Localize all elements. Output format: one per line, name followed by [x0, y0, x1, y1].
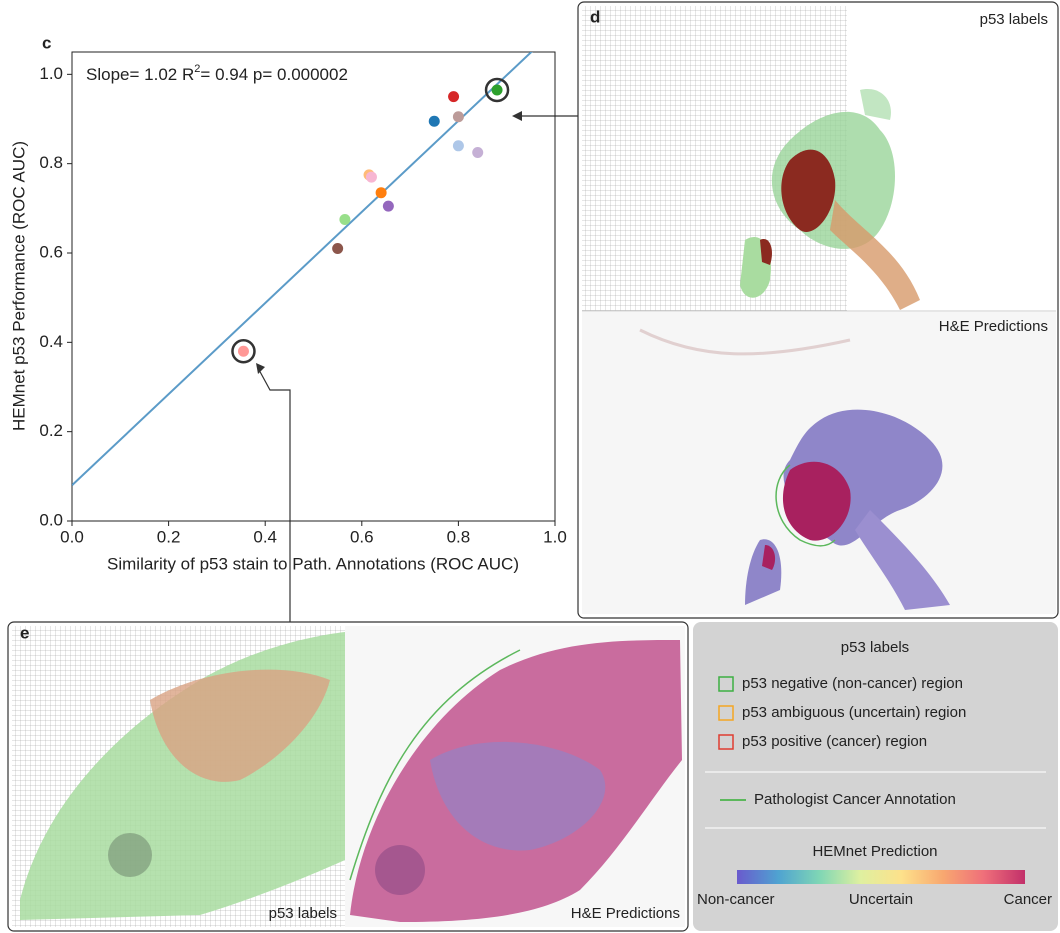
- x-tick-label: 0.0: [60, 527, 84, 546]
- data-point: [382, 200, 394, 212]
- panel-letter: d: [590, 7, 600, 26]
- legend-swatch: [718, 705, 734, 721]
- highlight-ring: [231, 339, 256, 364]
- legend-swatch: [718, 734, 734, 750]
- y-tick-label: 1.0: [39, 64, 63, 83]
- panel-caption: H&E Predictions: [571, 905, 680, 922]
- legend-swatch: [718, 676, 734, 692]
- y-tick-label: 0.4: [39, 332, 63, 351]
- colorbar-label: Cancer: [1004, 891, 1052, 908]
- x-tick-label: 0.8: [447, 527, 471, 546]
- arrow-head: [512, 111, 522, 121]
- y-tick-label: 0.0: [39, 510, 63, 529]
- data-point: [491, 84, 503, 96]
- legend-label: p53 ambiguous (uncertain) region: [742, 704, 966, 721]
- panel-letter: e: [20, 623, 29, 642]
- legend-label: p53 positive (cancer) region: [742, 733, 927, 750]
- colorbar-label: Uncertain: [849, 891, 913, 908]
- x-tick-label: 0.4: [253, 527, 277, 546]
- y-tick-label: 0.6: [39, 242, 63, 261]
- data-point: [428, 115, 440, 127]
- legend-title: p53 labels: [841, 639, 909, 656]
- y-tick-label: 0.8: [39, 153, 63, 172]
- data-point: [452, 111, 464, 123]
- data-point: [332, 243, 344, 255]
- data-point: [472, 147, 484, 158]
- legend-label: Pathologist Cancer Annotation: [754, 791, 956, 808]
- tissue-p53: [20, 632, 345, 920]
- data-point: [237, 345, 249, 357]
- colorbar: [737, 870, 1025, 884]
- arrow-head: [256, 363, 265, 374]
- plot-frame: [71, 51, 556, 522]
- legend-box: [693, 622, 1058, 931]
- highlight-ring: [484, 77, 510, 103]
- x-tick-label: 0.2: [157, 527, 181, 546]
- data-point: [448, 91, 460, 103]
- fit-line: [72, 52, 533, 486]
- panel-caption: p53 labels: [269, 905, 337, 922]
- colorbar-title: HEMnet Prediction: [812, 843, 937, 860]
- fit-annotation: Slope= 1.02 R2= 0.94 p= 0.000002: [86, 63, 348, 85]
- colorbar-label: Non-cancer: [697, 891, 775, 908]
- panel-caption: H&E Predictions: [939, 318, 1048, 335]
- connector: [257, 115, 578, 622]
- data-point: [339, 214, 351, 225]
- legend-label: p53 negative (non-cancer) region: [742, 675, 963, 692]
- tissue-he: [349, 640, 682, 922]
- tissue-he: [639, 328, 950, 610]
- data-point: [452, 140, 464, 152]
- x-tick-label: 0.6: [350, 527, 374, 546]
- panel-letter: c: [42, 33, 51, 52]
- x-axis-label: Similarity of p53 stain to Path. Annotat…: [107, 554, 519, 573]
- data-point: [365, 171, 377, 183]
- panel-caption: p53 labels: [980, 11, 1048, 28]
- y-tick-label: 0.2: [39, 421, 63, 440]
- x-tick-label: 1.0: [543, 527, 567, 546]
- data-point: [375, 187, 387, 199]
- tissue-p53: [740, 89, 920, 310]
- y-axis-label: HEMnet p53 Performance (ROC AUC): [9, 141, 28, 431]
